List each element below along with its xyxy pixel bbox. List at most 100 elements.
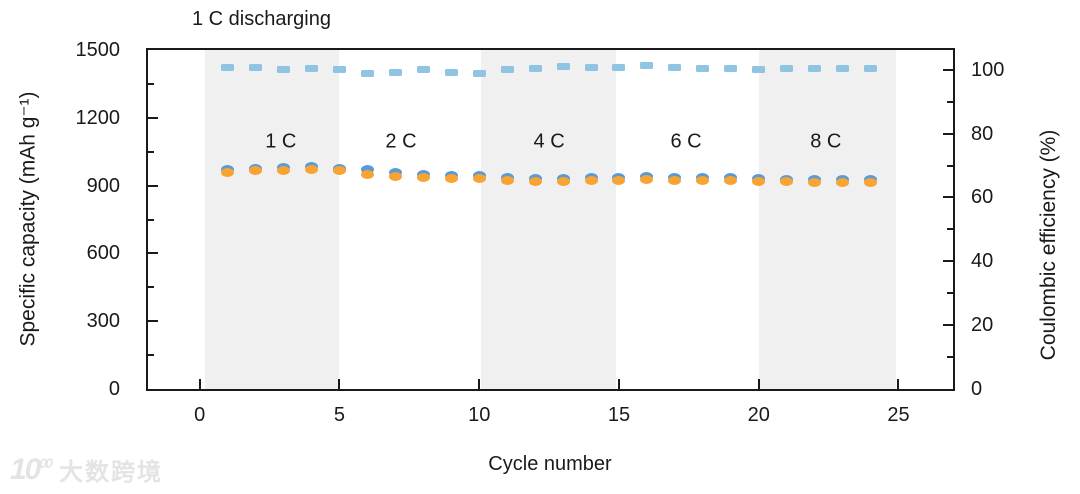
y-left-tick-label: 1500 — [75, 39, 121, 61]
efficiency-marker — [277, 66, 291, 74]
y-right-tick-label: 20 — [971, 314, 994, 337]
efficiency-marker — [472, 70, 486, 78]
discharge-marker — [612, 175, 626, 185]
y-left-tick — [148, 252, 158, 255]
y-right-tick — [943, 196, 953, 199]
y-right-tick-label: 40 — [971, 250, 994, 273]
discharge-marker — [864, 177, 878, 187]
y-right-minor-tick — [947, 356, 953, 359]
x-tick — [897, 379, 900, 389]
efficiency-marker — [388, 69, 402, 77]
plot-area: 1 C 2 C 4 C 6 C 8 C — [146, 48, 955, 391]
discharge-marker — [221, 167, 235, 177]
watermark-text: 大数跨境 — [58, 459, 163, 486]
efficiency-marker — [612, 64, 626, 72]
x-tick — [757, 379, 760, 389]
discharge-marker — [808, 177, 822, 187]
y-right-tick-label: 60 — [971, 186, 994, 209]
left-axis-title: Specific capacity (mAh g⁻¹) — [16, 91, 40, 347]
rate-annotation: 2 C — [385, 130, 417, 153]
y-left-tick-label: 300 — [86, 310, 120, 333]
x-tick — [338, 379, 341, 389]
rate-annotation: 8 C — [810, 130, 842, 153]
y-left-tick — [148, 320, 158, 323]
x-tick-label: 20 — [747, 404, 770, 426]
efficiency-marker — [668, 64, 682, 72]
discharge-marker — [584, 175, 598, 185]
x-tick — [617, 379, 620, 389]
y-left-tick-label: 1200 — [75, 106, 121, 129]
x-tick-label: 0 — [194, 404, 206, 426]
y-left-tick-label: 600 — [86, 242, 120, 265]
y-right-minor-tick — [947, 228, 953, 231]
y-left-minor-tick — [148, 286, 154, 289]
y-left-tick-label: 900 — [86, 174, 120, 197]
discharge-marker — [696, 175, 710, 185]
discharge-marker — [640, 174, 654, 184]
efficiency-marker — [752, 66, 766, 74]
rate-region-band — [480, 50, 617, 389]
discharge-marker — [332, 166, 346, 176]
watermark: 1000 大数跨境 — [10, 452, 163, 487]
y-left-minor-tick — [148, 82, 154, 85]
watermark-logo-icon: 1000 — [10, 452, 53, 486]
efficiency-marker — [780, 65, 794, 73]
discharge-marker — [668, 175, 682, 185]
rate-annotation: 6 C — [670, 130, 702, 153]
efficiency-marker — [696, 65, 710, 73]
y-right-minor-tick — [947, 164, 953, 167]
efficiency-marker — [808, 65, 822, 73]
y-right-tick — [943, 132, 953, 135]
discharge-marker — [444, 173, 458, 183]
y-right-tick — [943, 68, 953, 71]
discharge-marker — [472, 174, 486, 184]
efficiency-marker — [836, 65, 850, 73]
x-tick-label: 15 — [607, 404, 631, 426]
x-tick-label: 10 — [468, 404, 491, 426]
efficiency-marker — [724, 65, 738, 73]
y-left-tick-label: 0 — [108, 378, 120, 400]
discharge-marker — [500, 176, 514, 186]
discharge-marker — [780, 177, 794, 187]
x-tick-label: 5 — [333, 404, 346, 426]
chart-title: 1 C discharging — [192, 8, 331, 30]
efficiency-marker — [640, 61, 654, 69]
efficiency-marker — [500, 66, 514, 74]
y-right-tick-label: 80 — [971, 122, 994, 145]
discharge-marker — [752, 176, 766, 186]
rate-annotation: 4 C — [533, 130, 565, 153]
rate-annotation: 1 C — [265, 130, 297, 153]
x-tick — [198, 379, 201, 389]
discharge-marker — [416, 172, 430, 182]
efficiency-marker — [528, 65, 542, 73]
y-right-minor-tick — [947, 100, 953, 103]
discharge-marker — [249, 166, 263, 176]
efficiency-marker — [444, 69, 458, 77]
efficiency-marker — [416, 66, 430, 74]
right-axis-title: Coulombic efficiency (%) — [1037, 129, 1060, 361]
y-left-tick — [148, 116, 158, 119]
y-left-minor-tick — [148, 150, 154, 153]
efficiency-marker — [332, 66, 346, 74]
charge-marker — [360, 165, 374, 175]
y-right-tick-label: 0 — [971, 378, 983, 400]
rate-region-band — [758, 50, 896, 389]
efficiency-marker — [360, 70, 374, 78]
discharge-marker — [724, 175, 738, 185]
efficiency-marker — [221, 64, 235, 72]
discharge-marker — [360, 169, 374, 179]
y-right-tick-label: 100 — [971, 58, 1005, 81]
discharge-marker — [305, 165, 319, 175]
discharge-marker — [388, 171, 402, 181]
x-axis-title: Cycle number — [488, 453, 612, 475]
discharge-marker — [556, 177, 570, 187]
efficiency-marker — [864, 65, 878, 73]
efficiency-marker — [584, 64, 598, 72]
rate-region-band — [205, 50, 340, 389]
y-right-tick — [943, 260, 953, 263]
efficiency-marker — [249, 64, 263, 72]
y-left-minor-tick — [148, 218, 154, 221]
y-left-minor-tick — [148, 354, 154, 357]
discharge-marker — [528, 176, 542, 186]
